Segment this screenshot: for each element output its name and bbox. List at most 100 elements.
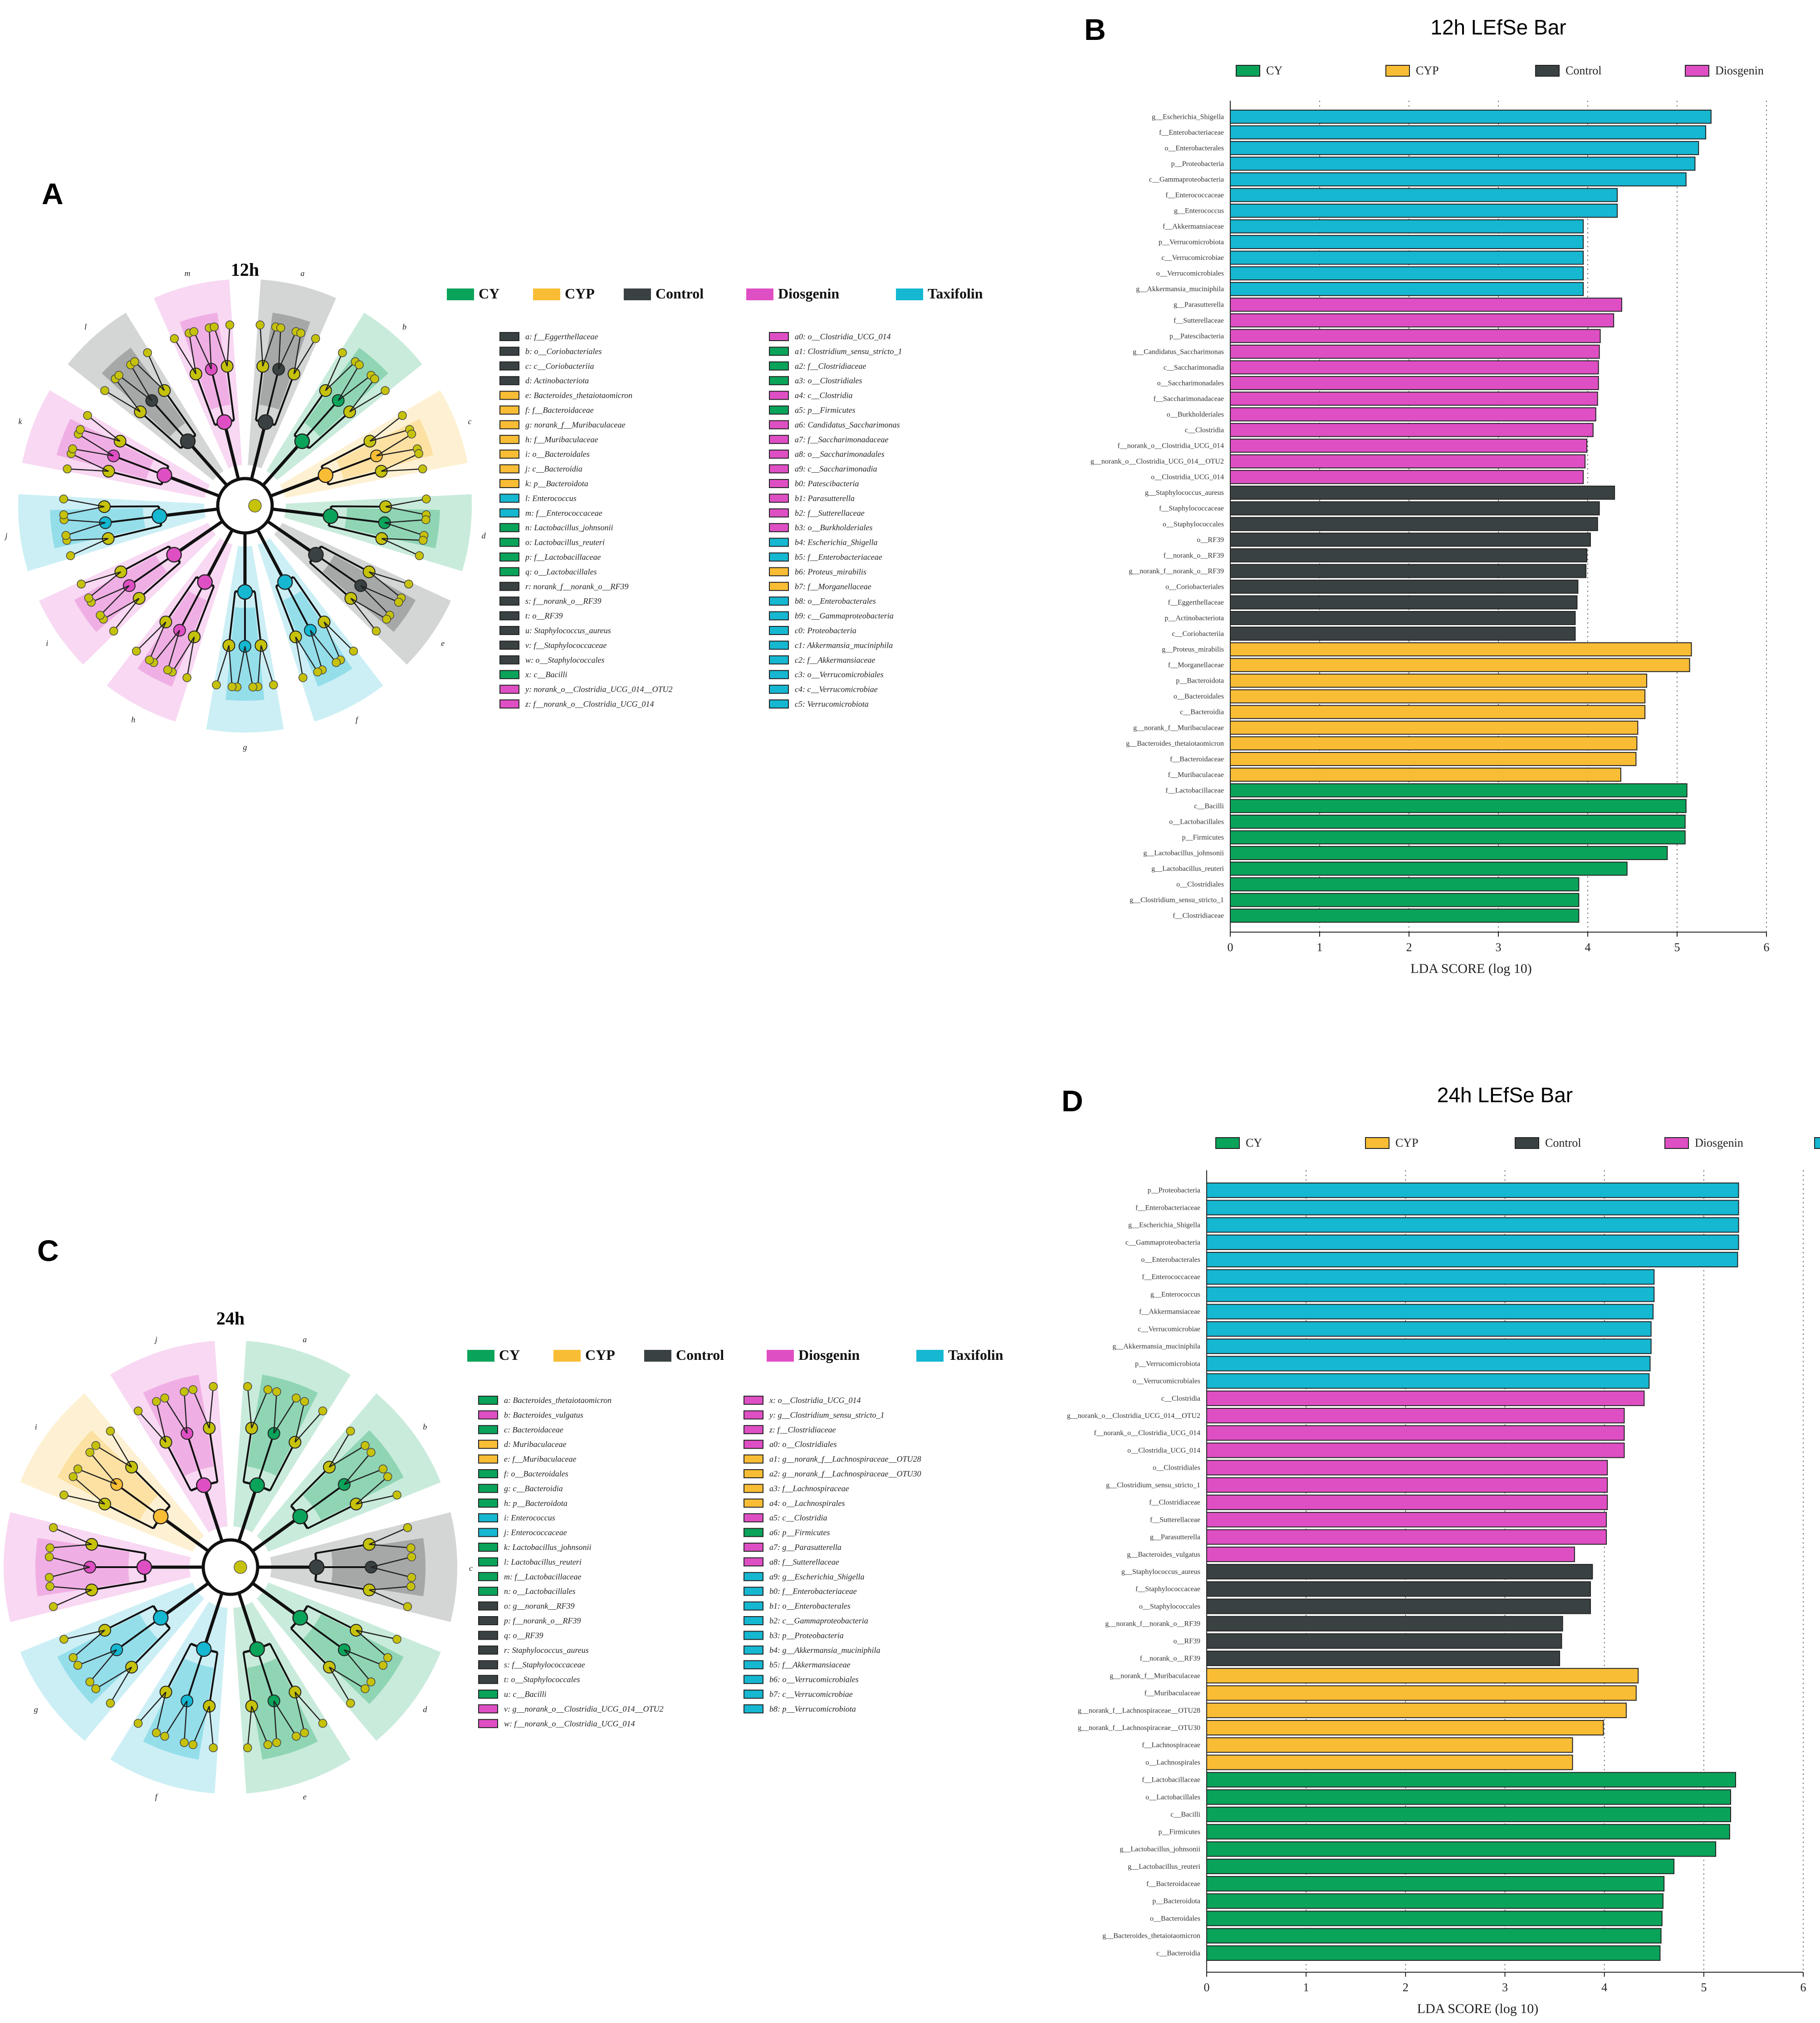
clade-branch (371, 1566, 412, 1578)
clade-label-g: g (34, 1705, 38, 1714)
bar-f-eggerthellaceae (1230, 595, 1578, 610)
clade-leaf (132, 646, 141, 656)
key-label-k: k: Lactobacillus_johnsonii (504, 1543, 592, 1552)
clade-branch (370, 429, 410, 442)
legend-label-control: Control (1545, 1136, 1581, 1149)
clade-leaf (96, 611, 105, 620)
key-label-b1: b1: Parasutterella (795, 494, 855, 503)
clade-label-g: g (243, 743, 247, 752)
clade-leaf (84, 593, 93, 603)
clade-label-e: e (303, 1792, 307, 1801)
bar-g-akkermansia-muciniphila (1230, 282, 1584, 296)
clade-node-major (237, 584, 253, 600)
clade-branch (247, 1706, 252, 1748)
clade-branch (262, 327, 277, 366)
x-tick-label: 2 (1403, 1981, 1409, 1994)
key-swatch (744, 1396, 763, 1405)
clade-leaf (133, 1719, 143, 1728)
bar-label-g-norank-f-lachnospiraceae-otu30: g__norank_f__Lachnospiraceae__OTU30 (1078, 1724, 1200, 1732)
key-swatch (744, 1704, 763, 1714)
bar-c-gammaproteobacteria (1230, 172, 1687, 186)
bar-g-norank-f-norank-o-rf39 (1206, 1616, 1563, 1632)
key-swatch (478, 1645, 498, 1655)
x-tick-label: 0 (1228, 941, 1233, 954)
clade-leaf (85, 1677, 94, 1686)
cladogram-title: 24h (216, 1308, 245, 1329)
bar-f-norank-o-clostridia-ucg-014 (1230, 439, 1588, 453)
clade-leaf (44, 1552, 54, 1562)
clade-branch (193, 331, 212, 370)
key-swatch (499, 684, 519, 694)
clade-branch (321, 440, 371, 467)
bar-o-clostridia-ucg-014 (1230, 470, 1584, 484)
bar-label-g-candidatus-saccharimonas: g__Candidatus_Saccharimonas (1133, 348, 1224, 356)
bar-label-o-clostridiales: o__Clostridiales (1153, 1464, 1200, 1472)
key-label-a5: a5: c__Clostridia (769, 1513, 827, 1522)
bar-p-actinobacteriota (1230, 611, 1576, 625)
lefse-bar-12h: 12h LEfSe BarCYCYPControlDiosgeninTaxifo… (1091, 15, 1770, 976)
bar-p-proteobacteria (1206, 1183, 1739, 1198)
key-label-f: f: f__Bacteroidaceae (525, 406, 594, 415)
bar-label-f-muribaculaceae: f__Muribaculaceae (1168, 771, 1224, 779)
bar-label-o-staphylococcales: o__Staphylococcales (1139, 1603, 1200, 1610)
clade-branch (228, 645, 233, 687)
bar-label-c-gammaproteobacteria: c__Gammaproteobacteria (1125, 1239, 1200, 1246)
clade-branch (72, 448, 114, 457)
bar-label-f-bacteroidaceae: f__Bacteroidaceae (1146, 1880, 1200, 1888)
key-label-c0: c0: Proteobacteria (795, 626, 856, 635)
clade-branch (160, 1515, 210, 1553)
clade-branch (118, 375, 152, 401)
clade-node-major (136, 1559, 152, 1575)
clade-leaf (163, 665, 172, 674)
bar-label-p-proteobacteria: p__Proteobacteria (1171, 160, 1224, 168)
bar-g-norank-f-muribaculaceae (1206, 1668, 1639, 1684)
clade-leaf (227, 682, 237, 691)
key-label-x: x: o__Clostridia_UCG_014 (769, 1396, 861, 1405)
clade-node-major (180, 433, 196, 450)
clade-branch (91, 1580, 146, 1591)
key-label-a2: a2: f__Clostridiaceae (795, 362, 866, 371)
bar-c-bacteroidia (1230, 705, 1646, 719)
bar-g-norank-o-clostridia-ucg-014-otu2 (1206, 1407, 1625, 1424)
bar-label-f-enterococcaceae: f__Enterococcaceae (1165, 191, 1224, 199)
key-label-e: e: Bacteroides_thetaiotaomicron (525, 391, 632, 400)
clade-branch (91, 1543, 146, 1554)
clade-branch (64, 1494, 105, 1505)
clade-branch (50, 1586, 92, 1591)
legend-label-control: Control (656, 285, 704, 302)
clade-branch (104, 1503, 154, 1529)
bar-f-norank-o-rf39 (1230, 548, 1588, 562)
clade-branch (183, 1392, 188, 1434)
clade-label-f: f (155, 1792, 159, 1801)
clade-branch (183, 1700, 188, 1743)
clade-branch (164, 1700, 188, 1737)
clade-leaf (406, 1582, 416, 1591)
clade-leaf (248, 682, 258, 692)
bar-o-saccharimonadales (1230, 376, 1599, 390)
bar-label-g-clostridium-sensu-stricto-1: g__Clostridium_sensu_stricto_1 (1106, 1481, 1200, 1489)
clade-branch (186, 440, 228, 487)
bar-label-p-bacteroidota: p__Bacteroidota (1176, 677, 1224, 685)
clade-leaf (394, 597, 403, 607)
key-swatch (499, 435, 519, 444)
clade-branch (338, 375, 372, 401)
clade-branch (53, 1589, 92, 1608)
clade-branch (273, 1700, 278, 1743)
cladogram-12h: 12h a b c d e f g h i j k l m CY CYP Control Diosgenin Tax… (4, 259, 983, 752)
key-swatch (478, 1675, 498, 1684)
clade-leaf (398, 411, 407, 420)
key-swatch (744, 1410, 763, 1420)
key-label-b3: b3: o__Burkholderiales (795, 523, 872, 532)
legend-label-cy: CY (1266, 64, 1282, 77)
clade-leaf (421, 494, 431, 503)
clade-branch (344, 1649, 383, 1666)
clade-label-j: j (154, 1335, 157, 1344)
key-label-a9: a9: c__Saccharimonadia (795, 464, 877, 474)
clade-branch (247, 1386, 252, 1428)
key-swatch (769, 538, 789, 547)
clade-branch (301, 400, 339, 442)
key-swatch (744, 1631, 763, 1640)
key-label-z: z: f__Clostridiaceae (769, 1425, 836, 1434)
clade-node-major (157, 467, 172, 483)
bar-label-o-clostridia-ucg-014: o__Clostridia_UCG_014 (1127, 1446, 1200, 1454)
